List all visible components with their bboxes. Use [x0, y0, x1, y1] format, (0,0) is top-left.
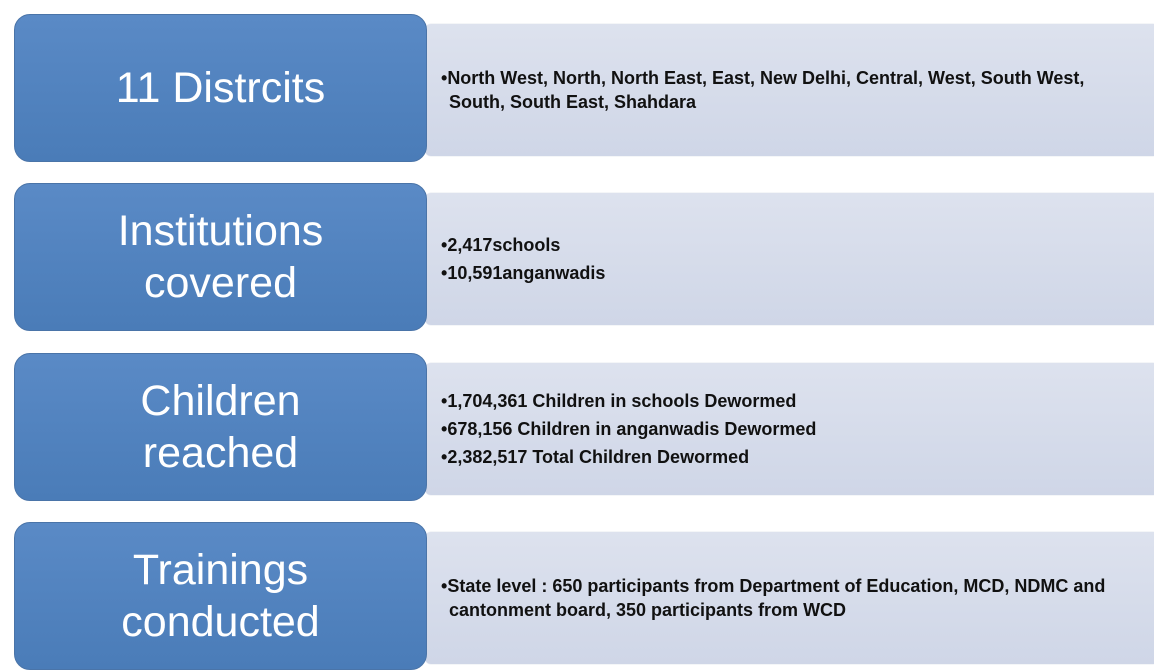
category-label: Children — [140, 377, 301, 425]
bullet-item: 2,417schools — [441, 233, 1134, 257]
category-box: Institutions covered — [14, 183, 427, 331]
bullet-item: 10,591anganwadis — [441, 261, 1134, 285]
category-label: covered — [144, 259, 297, 307]
category-label: Trainings — [132, 546, 309, 594]
bullet-item: State level : 650 participants from Depa… — [441, 574, 1134, 622]
category-label: conducted — [121, 598, 320, 646]
category-label: reached — [142, 429, 299, 477]
category-label: Institutions — [117, 207, 324, 255]
detail-panel: 2,417schools 10,591anganwadis — [425, 193, 1154, 325]
bullet-item: 2,382,517 Total Children Dewormed — [441, 445, 1134, 469]
category-box: 11 Distrcits — [14, 14, 427, 162]
category-label: 11 Distrcits — [115, 64, 326, 112]
category-box: Trainings conducted — [14, 522, 427, 670]
detail-panel: State level : 650 participants from Depa… — [425, 532, 1154, 664]
bullet-item: 678,156 Children in anganwadis Dewormed — [441, 417, 1134, 441]
category-box: Children reached — [14, 353, 427, 501]
bullet-item: North West, North, North East, East, New… — [441, 66, 1134, 114]
detail-panel: 1,704,361 Children in schools Dewormed 67… — [425, 363, 1154, 495]
bullet-item: 1,704,361 Children in schools Dewormed — [441, 389, 1134, 413]
detail-panel: North West, North, North East, East, New… — [425, 24, 1154, 156]
